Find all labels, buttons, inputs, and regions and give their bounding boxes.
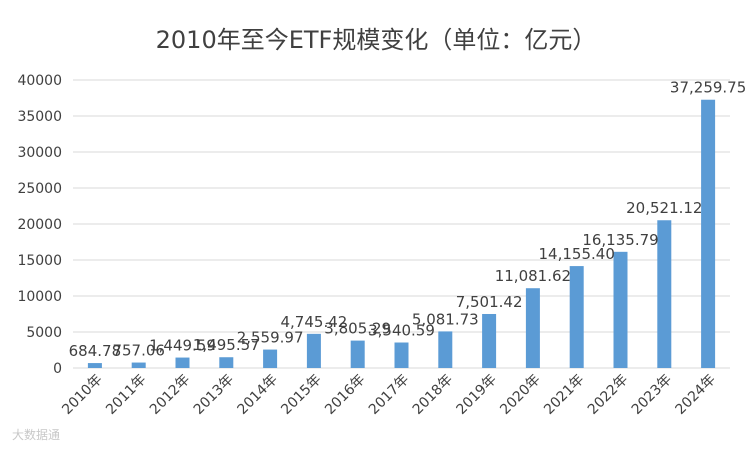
data-label: 5,081.73 — [412, 310, 479, 328]
bar — [657, 220, 672, 368]
x-axis: 2010年2011年2012年2013年2014年2015年2016年2017年… — [59, 372, 719, 418]
y-tick-label: 25000 — [17, 181, 62, 197]
y-tick-label: 5000 — [26, 325, 62, 341]
data-label: 757.06 — [112, 342, 165, 360]
y-tick-label: 15000 — [17, 253, 62, 269]
bar — [131, 362, 146, 368]
chart-title: 2010年至今ETF规模变化（单位：亿元） — [155, 26, 597, 54]
bar — [306, 333, 321, 368]
x-tick-label: 2015年 — [278, 372, 324, 418]
data-label: 37,259.75 — [670, 79, 746, 97]
bar — [613, 251, 628, 368]
data-labels: 684.78757.061,449.591,495.572,559.974,74… — [69, 79, 747, 360]
bar — [438, 331, 453, 368]
y-tick-label: 20000 — [17, 217, 62, 233]
x-tick-label: 2020年 — [497, 372, 543, 418]
bar — [525, 288, 540, 368]
x-tick-label: 2023年 — [629, 372, 675, 418]
bar — [219, 357, 234, 368]
bar — [394, 342, 409, 368]
data-label: 3,805.29 — [324, 320, 391, 338]
y-tick-label: 10000 — [17, 289, 62, 305]
data-label: 11,081.62 — [495, 267, 571, 285]
data-label: 7,501.42 — [456, 293, 523, 311]
bar — [701, 99, 716, 368]
x-tick-label: 2024年 — [673, 372, 719, 418]
y-tick-label: 30000 — [17, 145, 62, 161]
bar — [175, 357, 190, 368]
x-tick-label: 2022年 — [585, 372, 631, 418]
bar — [482, 313, 497, 368]
x-tick-label: 2011年 — [103, 372, 149, 418]
data-label: 4,745.42 — [281, 313, 348, 331]
bar — [350, 340, 365, 368]
x-tick-label: 2013年 — [191, 372, 237, 418]
x-tick-label: 2021年 — [541, 372, 587, 418]
x-tick-label: 2016年 — [322, 372, 368, 418]
bar — [87, 363, 102, 368]
data-label: 1,449.59 — [149, 337, 216, 355]
bar — [263, 349, 278, 368]
watermark: 大数据通 — [12, 428, 61, 442]
data-label: 2,559.97 — [237, 329, 304, 347]
data-label: 14,155.40 — [539, 245, 615, 263]
x-tick-label: 2019年 — [454, 372, 500, 418]
y-tick-label: 35000 — [17, 109, 62, 125]
y-axis: 0 5000 10000 15000 20000 25000 30000 35000 40000 — [17, 73, 62, 377]
y-tick-label: 40000 — [17, 73, 62, 89]
data-label: 684.78 — [69, 342, 122, 360]
x-tick-label: 2014年 — [235, 372, 281, 418]
data-label: 1,495.57 — [193, 336, 260, 354]
data-label: 20,521.12 — [626, 199, 702, 217]
x-tick-label: 2017年 — [366, 372, 412, 418]
data-label: 3,540.59 — [368, 322, 435, 340]
x-tick-label: 2012年 — [147, 372, 193, 418]
bar — [569, 266, 584, 368]
x-tick-label: 2018年 — [410, 372, 456, 418]
data-label: 16,135.79 — [582, 231, 658, 249]
bars — [87, 99, 716, 368]
x-tick-label: 2010年 — [59, 372, 105, 418]
y-tick-label: 0 — [53, 361, 62, 377]
